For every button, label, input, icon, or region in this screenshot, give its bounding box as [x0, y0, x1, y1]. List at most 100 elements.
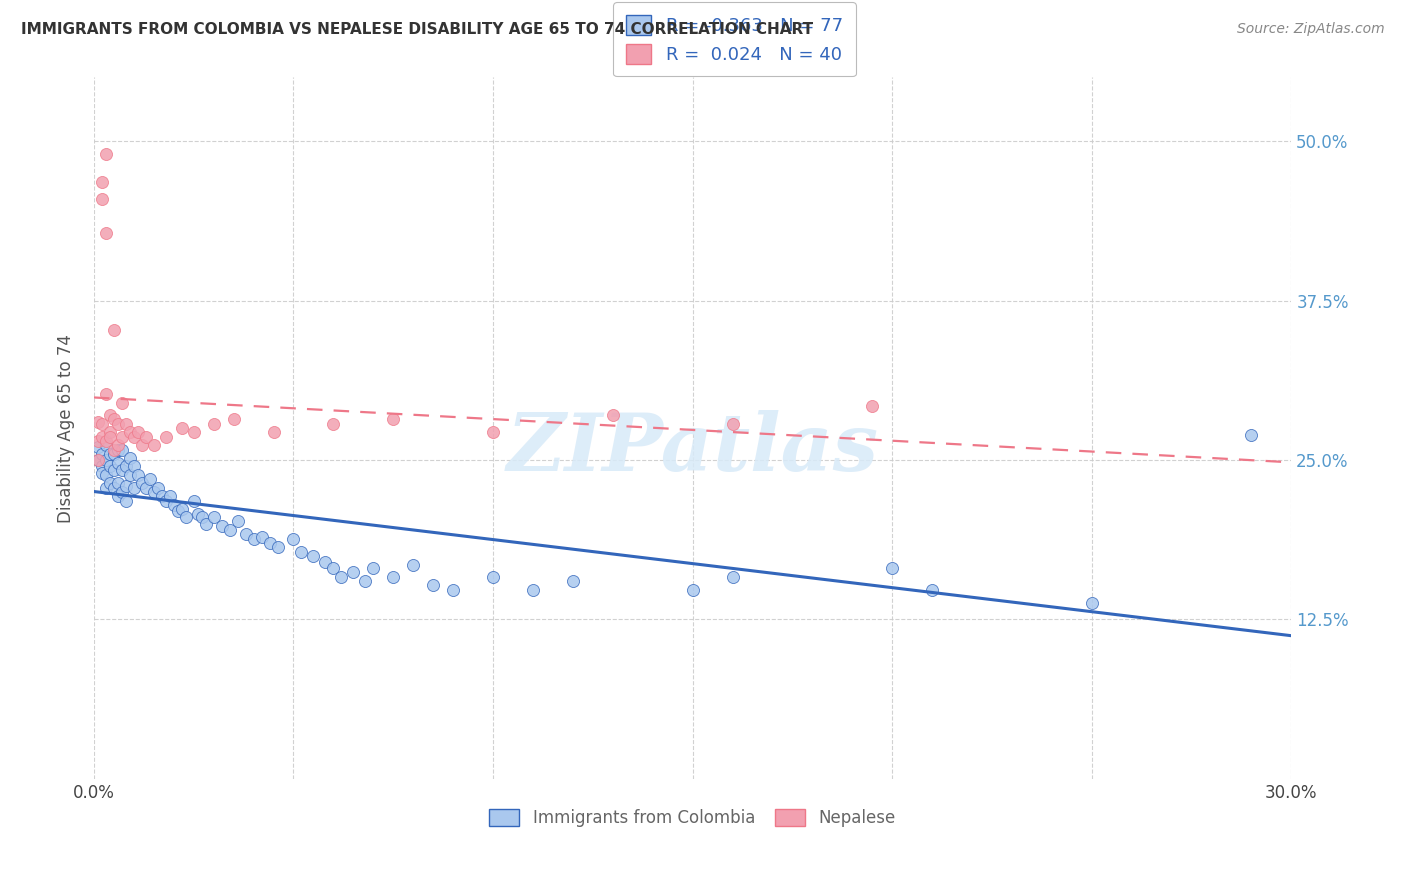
- Point: [183, 494, 205, 508]
- Point: [87, 440, 110, 454]
- Point: [482, 425, 505, 439]
- Point: [242, 532, 264, 546]
- Point: [482, 570, 505, 584]
- Point: [94, 453, 117, 467]
- Point: [90, 417, 112, 432]
- Point: [163, 498, 186, 512]
- Point: [111, 395, 134, 409]
- Point: [263, 425, 285, 439]
- Point: [721, 417, 744, 432]
- Text: ZIPatlas: ZIPatlas: [506, 410, 879, 488]
- Point: [183, 425, 205, 439]
- Point: [87, 434, 110, 448]
- Point: [90, 447, 112, 461]
- Point: [422, 578, 444, 592]
- Point: [127, 468, 149, 483]
- Point: [111, 442, 134, 457]
- Legend: Immigrants from Colombia, Nepalese: Immigrants from Colombia, Nepalese: [482, 802, 903, 834]
- Text: IMMIGRANTS FROM COLOMBIA VS NEPALESE DISABILITY AGE 65 TO 74 CORRELATION CHART: IMMIGRANTS FROM COLOMBIA VS NEPALESE DIS…: [21, 22, 813, 37]
- Point: [122, 459, 145, 474]
- Point: [860, 400, 883, 414]
- Point: [103, 447, 125, 461]
- Point: [94, 226, 117, 240]
- Point: [90, 466, 112, 480]
- Point: [921, 583, 943, 598]
- Point: [142, 438, 165, 452]
- Point: [382, 412, 405, 426]
- Point: [94, 468, 117, 483]
- Point: [402, 558, 425, 572]
- Point: [118, 468, 141, 483]
- Point: [118, 450, 141, 465]
- Point: [266, 540, 288, 554]
- Point: [322, 561, 344, 575]
- Point: [1240, 427, 1263, 442]
- Point: [139, 472, 162, 486]
- Point: [94, 386, 117, 401]
- Point: [103, 412, 125, 426]
- Point: [1081, 596, 1104, 610]
- Point: [127, 425, 149, 439]
- Point: [107, 476, 129, 491]
- Point: [202, 510, 225, 524]
- Point: [290, 545, 312, 559]
- Point: [115, 478, 138, 492]
- Point: [115, 459, 138, 474]
- Point: [314, 555, 336, 569]
- Point: [259, 536, 281, 550]
- Point: [602, 409, 624, 423]
- Point: [682, 583, 704, 598]
- Text: Source: ZipAtlas.com: Source: ZipAtlas.com: [1237, 22, 1385, 37]
- Point: [87, 415, 110, 429]
- Point: [115, 417, 138, 432]
- Point: [122, 430, 145, 444]
- Point: [441, 583, 464, 598]
- Point: [98, 476, 121, 491]
- Point: [131, 476, 153, 491]
- Point: [87, 453, 110, 467]
- Point: [135, 430, 157, 444]
- Point: [194, 516, 217, 531]
- Point: [190, 510, 212, 524]
- Point: [235, 527, 257, 541]
- Point: [107, 442, 129, 457]
- Point: [94, 147, 117, 161]
- Point: [330, 570, 353, 584]
- Point: [103, 463, 125, 477]
- Point: [103, 323, 125, 337]
- Point: [721, 570, 744, 584]
- Point: [94, 438, 117, 452]
- Point: [118, 425, 141, 439]
- Point: [98, 430, 121, 444]
- Point: [226, 514, 249, 528]
- Point: [170, 421, 193, 435]
- Point: [90, 430, 112, 444]
- Point: [94, 481, 117, 495]
- Point: [90, 192, 112, 206]
- Y-axis label: Disability Age 65 to 74: Disability Age 65 to 74: [58, 334, 75, 523]
- Point: [103, 481, 125, 495]
- Point: [142, 485, 165, 500]
- Point: [111, 430, 134, 444]
- Point: [107, 417, 129, 432]
- Point: [122, 481, 145, 495]
- Point: [222, 412, 245, 426]
- Point: [561, 574, 583, 589]
- Point: [354, 574, 377, 589]
- Point: [107, 489, 129, 503]
- Point: [363, 561, 385, 575]
- Point: [155, 430, 177, 444]
- Point: [302, 549, 325, 563]
- Point: [146, 481, 169, 495]
- Point: [250, 530, 273, 544]
- Point: [111, 485, 134, 500]
- Point: [522, 583, 544, 598]
- Point: [202, 417, 225, 432]
- Point: [87, 453, 110, 467]
- Point: [90, 175, 112, 189]
- Point: [159, 489, 181, 503]
- Point: [107, 456, 129, 470]
- Point: [322, 417, 344, 432]
- Point: [98, 447, 121, 461]
- Point: [150, 489, 173, 503]
